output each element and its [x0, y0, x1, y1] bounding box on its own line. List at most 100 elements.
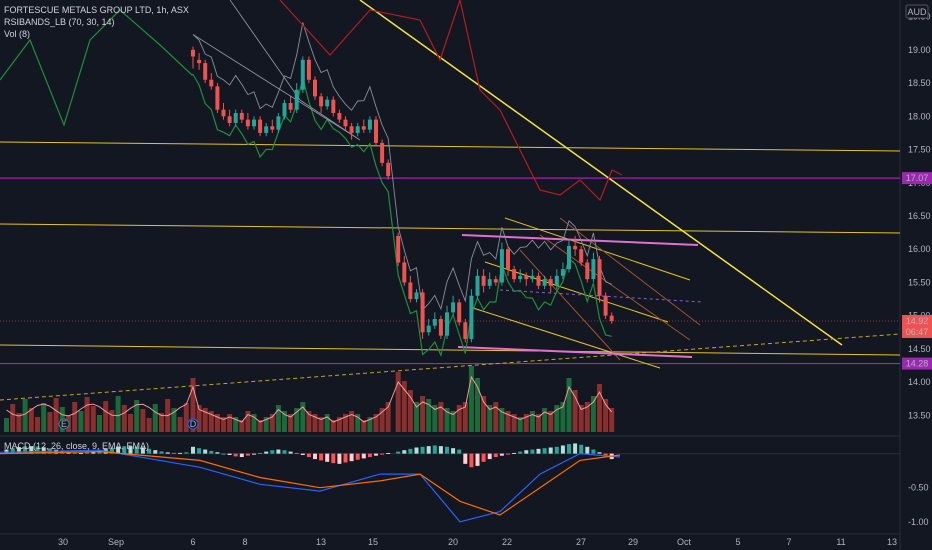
macd-tick-label: -1.00 — [908, 517, 929, 527]
macd-histogram-bar — [203, 449, 208, 454]
candle-body — [481, 275, 486, 286]
candle-body — [445, 312, 449, 336]
candle-body — [209, 79, 214, 87]
macd-histogram-bar — [116, 446, 121, 454]
macd-histogram-bar — [469, 453, 474, 468]
candle-body — [380, 142, 385, 163]
volume-bar — [343, 414, 348, 432]
macd-histogram-bar — [233, 453, 238, 457]
candle-body — [402, 262, 407, 283]
volume-bar — [312, 414, 318, 432]
volume-bar — [227, 414, 233, 432]
time-tick-label: 15 — [368, 537, 378, 547]
volume-bar — [47, 412, 53, 432]
volume-bar — [407, 390, 413, 432]
candle-body — [573, 245, 578, 250]
macd-histogram-bar — [258, 452, 263, 454]
macd-value-badge — [902, 447, 932, 460]
macd-histogram-bar — [445, 446, 449, 454]
macd-histogram-bar — [319, 453, 324, 461]
volume-bar — [300, 402, 306, 432]
volume-bar — [554, 405, 560, 432]
volume-bar — [523, 414, 529, 432]
candle-body — [451, 302, 456, 313]
volume-bar — [84, 397, 90, 432]
volume-bar — [282, 411, 287, 432]
macd-histogram-bar — [10, 448, 15, 454]
volume-bar — [245, 411, 251, 432]
candle-body — [603, 295, 608, 316]
price-tick-label: 18.50 — [908, 78, 931, 88]
volume-bar — [444, 408, 450, 432]
candle-body — [420, 292, 425, 333]
time-tick-label: 6 — [190, 537, 195, 547]
macd-histogram-bar — [215, 452, 220, 454]
volume-bar — [499, 408, 505, 432]
macd-line — [0, 449, 621, 523]
volume-bar — [367, 417, 373, 432]
candle-body — [288, 103, 293, 110]
volume-bar — [109, 410, 115, 432]
macd-histogram-bar — [560, 445, 565, 454]
macd-histogram-bar — [361, 453, 366, 459]
candle-body — [313, 79, 317, 97]
candle-body — [542, 279, 547, 286]
macd-histogram-bar — [524, 450, 529, 454]
volume-bar — [505, 411, 511, 432]
macd-histogram-bar — [270, 450, 275, 454]
macd-histogram-bar — [438, 446, 443, 454]
macd-histogram-bar — [548, 447, 553, 454]
volume-bar — [78, 411, 84, 432]
volume-bar — [548, 411, 554, 432]
volume-bar — [481, 396, 487, 432]
volume-bar — [134, 400, 140, 432]
macd-histogram-bar — [23, 446, 28, 454]
macd-histogram-bar — [313, 453, 317, 460]
macd-histogram-bar — [493, 453, 498, 458]
time-tick-label: 11 — [836, 537, 845, 547]
volume-bar — [432, 405, 438, 432]
volume-bar — [609, 408, 615, 432]
volume-bar — [103, 401, 109, 432]
candle-body — [469, 295, 474, 339]
volume-bar — [438, 402, 444, 432]
volume-bar — [566, 378, 572, 432]
macd-histogram-bar — [331, 453, 336, 464]
candle-body — [548, 279, 553, 286]
volume-bar — [529, 411, 535, 432]
macd-histogram-bar — [72, 452, 77, 454]
candle-body — [414, 292, 419, 300]
volume-bar — [456, 405, 462, 432]
candle-body — [282, 103, 287, 117]
macd-histogram-bar — [349, 453, 354, 462]
candle-body — [512, 269, 517, 280]
macd-histogram-bar — [536, 448, 541, 454]
volume-bar — [97, 415, 102, 432]
candle-body — [506, 249, 510, 270]
candle-body — [319, 96, 324, 107]
candle-body — [530, 275, 535, 280]
macd-histogram-bar — [159, 451, 164, 454]
volume-bar — [517, 417, 523, 432]
candle-body — [337, 112, 342, 120]
volume-bar — [536, 414, 541, 432]
candle-body — [239, 112, 244, 120]
candle-body — [233, 112, 238, 123]
chart-title: FORTESCUE METALS GROUP LTD, 1h, ASX — [4, 5, 189, 15]
candle-body — [560, 269, 565, 276]
candle-body — [438, 319, 443, 336]
channel-line — [519, 249, 621, 361]
macd-histogram-bar — [402, 450, 407, 454]
macd-histogram-bar — [579, 444, 584, 454]
volume-bar — [468, 366, 474, 432]
volume-bar — [41, 403, 47, 432]
volume-bar — [306, 411, 312, 432]
volume-bar — [72, 402, 78, 432]
channel-line — [559, 217, 701, 326]
macd-histogram-bar — [264, 451, 269, 454]
macd-histogram-bar — [294, 452, 299, 454]
macd-histogram-bar — [300, 453, 305, 455]
price-badge-label: 17.07 — [906, 173, 929, 183]
volume-bar — [597, 384, 602, 432]
